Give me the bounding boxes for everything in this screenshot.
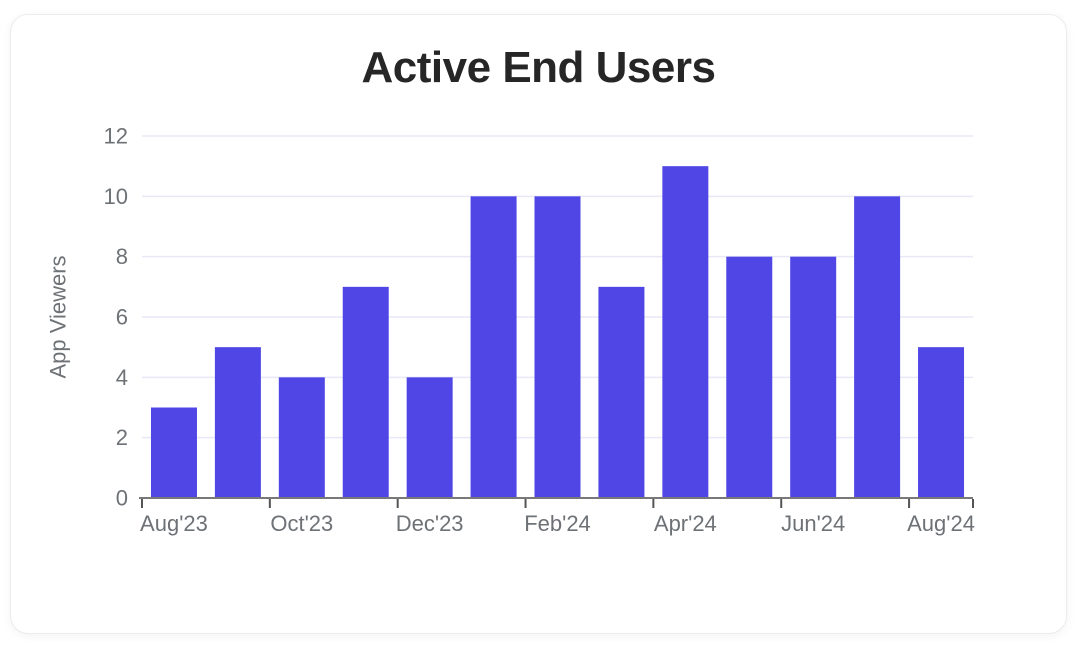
bar-May'24[interactable] [726, 256, 773, 498]
bar-Feb'24[interactable] [534, 196, 581, 499]
x-tick-label: Dec'23 [396, 511, 464, 536]
bar-Aug'23[interactable] [150, 407, 197, 499]
bar-Aug'24[interactable] [918, 347, 965, 498]
bar-Sep'23[interactable] [214, 347, 261, 498]
y-tick-label: 4 [116, 365, 128, 390]
y-tick-label: 10 [104, 184, 128, 209]
x-tick-label: Aug'23 [140, 511, 208, 536]
y-tick-label: 2 [116, 425, 128, 450]
x-tick-label: Oct'23 [270, 511, 333, 536]
bar-Apr'24[interactable] [662, 166, 709, 498]
bar-Mar'24[interactable] [598, 286, 645, 498]
y-tick-label: 0 [116, 486, 128, 511]
bar-Nov'23[interactable] [342, 286, 389, 498]
y-tick-label: 12 [104, 124, 128, 149]
y-tick-label: 8 [116, 244, 128, 269]
bar-Jan'24[interactable] [470, 196, 517, 499]
chart-card: Active End Users 0 2 4 6 8 10 12 App Viewers Aug… [10, 14, 1067, 634]
y-tick-label: 6 [116, 305, 128, 330]
x-tick-label: Apr'24 [654, 511, 717, 536]
x-tick-label: Aug'24 [907, 511, 975, 536]
bar-Oct'23[interactable] [278, 377, 325, 498]
bar-Dec'23[interactable] [406, 377, 453, 498]
bar-Jul'24[interactable] [854, 196, 901, 499]
chart-title: Active End Users [361, 43, 716, 92]
bar-Jun'24[interactable] [790, 256, 837, 498]
x-tick-label: Feb'24 [524, 511, 591, 536]
chart-svg: 0 2 4 6 8 10 12 App Viewers Aug'23 Oct'23 Dec'23 Fe… [46, 124, 975, 537]
y-axis-title: App Viewers [46, 255, 71, 378]
x-tick-label: Jun'24 [781, 511, 845, 536]
